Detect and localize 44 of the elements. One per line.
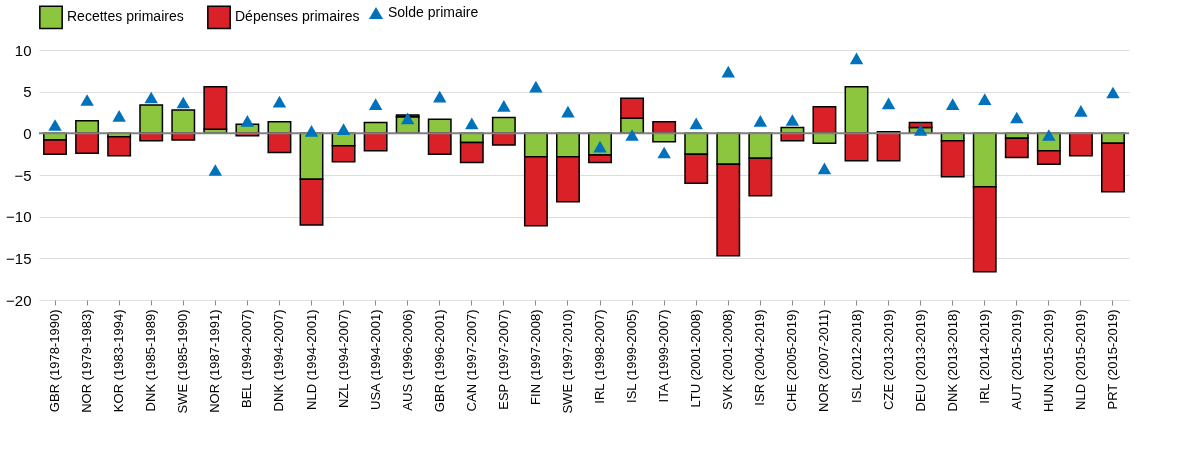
x-tick-label: ISR (2004-2019) bbox=[752, 309, 768, 406]
x-tick-label: DEU (2013-2019) bbox=[912, 309, 928, 412]
legend-label: Solde primaire bbox=[388, 4, 479, 20]
x-tick-label: NLD (1994-2001) bbox=[303, 309, 319, 410]
x-tick-label: DNK (1985-1989) bbox=[143, 309, 159, 412]
x-tick-label: PRT (2015-2019) bbox=[1104, 309, 1120, 410]
x-tick-label: IRL (1998-2007) bbox=[592, 309, 608, 404]
y-tick-label: 0 bbox=[23, 124, 32, 142]
legend-label: Dépenses primaires bbox=[235, 8, 360, 25]
x-tick-label: AUS (1996-2006) bbox=[399, 309, 415, 411]
x-tick-label: IRL (2014-2019) bbox=[976, 309, 992, 404]
x-tick-label: ITA (1999-2007) bbox=[656, 309, 672, 403]
y-tick-label: −10 bbox=[6, 208, 32, 226]
x-tick-label: BEL (1994-2007) bbox=[239, 309, 255, 409]
x-tick-label: GBR (1978-1990) bbox=[47, 309, 63, 413]
x-tick-label: CHE (2005-2019) bbox=[784, 309, 800, 412]
y-tick-label: −20 bbox=[6, 291, 32, 309]
x-tick-label: HUN (2015-2019) bbox=[1040, 309, 1056, 413]
x-tick-label: CZE (2013-2019) bbox=[880, 309, 896, 410]
x-tick-label: FIN (1997-2008) bbox=[527, 309, 543, 405]
x-tick-label: ISL (1999-2005) bbox=[624, 309, 640, 403]
x-tick-label: NZL (1994-2007) bbox=[335, 309, 351, 409]
x-tick-label: GBR (1996-2001) bbox=[431, 309, 447, 413]
x-tick-label: AUT (2015-2019) bbox=[1008, 309, 1024, 410]
x-tick-label: CAN (1997-2007) bbox=[463, 309, 479, 412]
x-tick-label: SWE (1985-1990) bbox=[175, 309, 191, 414]
y-tick-label: −5 bbox=[14, 166, 32, 184]
x-tick-label: USA (1994-2001) bbox=[367, 309, 383, 410]
x-tick-label: NOR (1979-1983) bbox=[79, 309, 95, 413]
x-tick-label: ISL (2012-2018) bbox=[848, 309, 864, 403]
x-tick-label: DNK (2013-2018) bbox=[944, 309, 960, 412]
legend-label: Recettes primaires bbox=[67, 8, 184, 25]
x-tick-label: ESP (1997-2007) bbox=[495, 309, 511, 410]
x-tick-label: SVK (2001-2008) bbox=[720, 309, 736, 410]
x-tick-label: NOR (2007-2011) bbox=[816, 309, 832, 412]
x-tick-label: LTU (2001-2008) bbox=[688, 309, 704, 408]
x-tick-label: NLD (2015-2019) bbox=[1072, 309, 1088, 410]
x-tick-label: DNK (1994-2007) bbox=[271, 309, 287, 412]
y-tick-label: 5 bbox=[23, 83, 32, 101]
y-tick-label: 10 bbox=[14, 41, 32, 59]
x-tick-label: SWE (1997-2010) bbox=[559, 309, 575, 414]
y-tick-label: −15 bbox=[6, 249, 32, 267]
x-tick-label: NOR (1987-1991) bbox=[207, 309, 223, 413]
x-tick-label: KOR (1983-1994) bbox=[111, 309, 127, 413]
